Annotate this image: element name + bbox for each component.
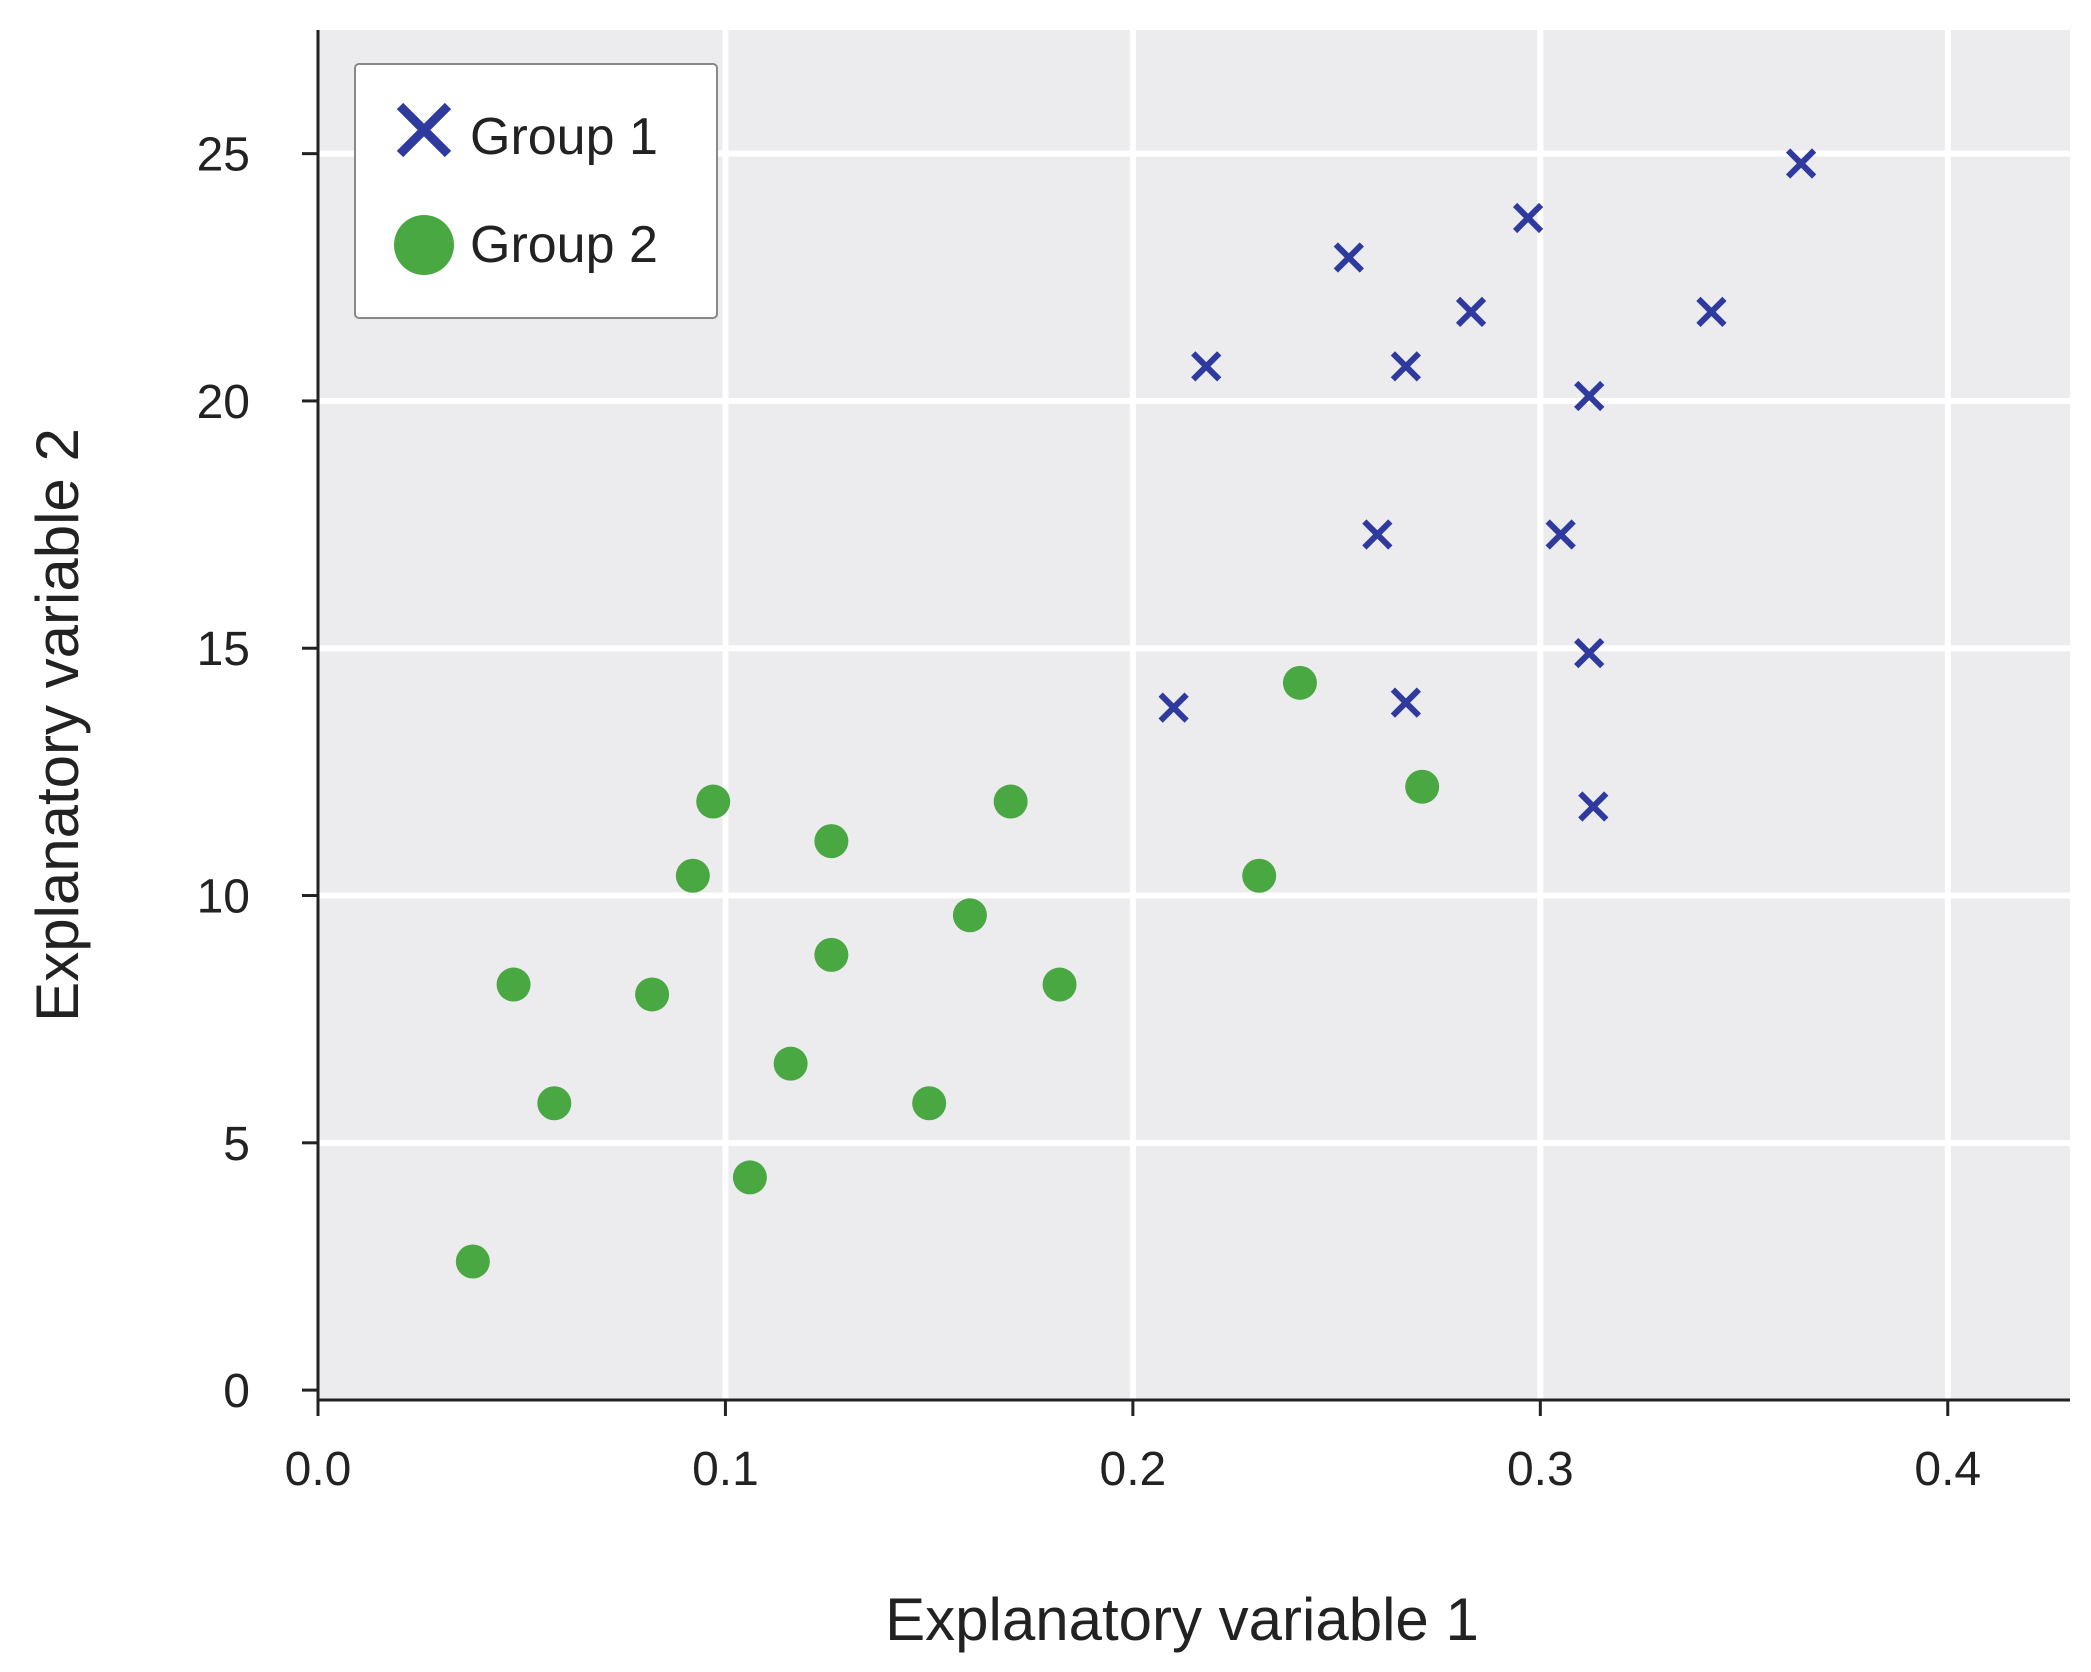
data-point-x (1578, 791, 1609, 822)
data-point-x (1362, 519, 1393, 550)
data-points (455, 148, 1817, 1279)
data-point-x (1191, 351, 1222, 382)
data-point-x (1696, 296, 1727, 328)
data-point-circle (773, 1046, 808, 1081)
data-point-x-stroke (1578, 791, 1609, 822)
y-tick-label: 0 (223, 1365, 250, 1418)
data-point-circle (814, 824, 849, 859)
data-point-x-stroke (1785, 148, 1817, 179)
data-point-circle (537, 1086, 572, 1121)
data-point-circle (455, 1244, 490, 1279)
data-point-x-stroke (1696, 296, 1727, 328)
data-point-x (1545, 519, 1576, 550)
legend-circle-marker (394, 215, 454, 275)
axis-ticks (302, 152, 1950, 1416)
y-tick-label: 20 (197, 376, 250, 429)
data-point-circle (696, 784, 731, 819)
data-point-x (1785, 148, 1817, 179)
data-point-circle (814, 937, 849, 972)
y-tick-label: 5 (223, 1118, 250, 1171)
legend-x-marker-icon (396, 102, 452, 158)
legend-item-group-2: Group 2 (394, 215, 658, 275)
data-point-circle (675, 858, 710, 893)
data-point-x-stroke (1158, 692, 1189, 723)
data-point-x-stroke (1512, 202, 1544, 234)
legend-label-group-2: Group 2 (470, 216, 658, 274)
y-tick-label: 25 (197, 129, 250, 182)
data-point-x-stroke (1574, 638, 1605, 669)
data-point-x-stroke (1574, 380, 1605, 412)
x-tick-label: 0.4 (1914, 1443, 1981, 1496)
data-point-circle (732, 1160, 767, 1195)
y-axis-title: Explanatory variable 2 (24, 428, 91, 1022)
data-point-circle (496, 967, 531, 1002)
data-point-x (1574, 380, 1605, 412)
data-point-x-stroke (1455, 296, 1487, 328)
legend-x-marker (396, 102, 452, 158)
data-point-circle (635, 977, 670, 1012)
y-tick-label: 10 (197, 871, 250, 924)
x-tick-label: 0.3 (1507, 1443, 1574, 1496)
legend-item-group-1: Group 1 (396, 102, 658, 166)
data-point-circle (952, 898, 987, 933)
data-point-x-stroke (1390, 351, 1421, 382)
x-tick-label: 0.1 (692, 1443, 759, 1496)
data-point-circle (1282, 665, 1317, 700)
data-point-x-stroke (1390, 687, 1421, 718)
tick-labels: 0.0 0.1 0.2 0.3 0.4 0 5 10 15 20 25 (197, 129, 1982, 1496)
legend-box (354, 63, 718, 319)
data-point-x (1512, 202, 1544, 234)
data-point-circle (912, 1086, 947, 1121)
legend: Group 1 Group 2 (354, 63, 718, 319)
x-axis-title: Explanatory variable 1 (885, 1586, 1479, 1653)
data-point-x-stroke (1362, 519, 1393, 550)
legend-x-marker-stroke (396, 102, 452, 158)
data-point-circle (1242, 858, 1277, 893)
data-point-x-stroke (1191, 351, 1222, 382)
data-point-circle (1042, 967, 1077, 1002)
x-tick-label: 0.0 (285, 1443, 352, 1496)
data-point-x-stroke (1333, 242, 1364, 273)
data-point-x-stroke (1545, 519, 1576, 550)
data-point-x (1390, 351, 1421, 382)
data-point-circle (993, 784, 1028, 819)
data-point-circle (1405, 769, 1440, 804)
data-point-x (1390, 687, 1421, 718)
legend-circle-marker-icon (394, 215, 454, 275)
data-point-x (1455, 296, 1487, 328)
legend-label-group-1: Group 1 (470, 108, 658, 166)
x-tick-label: 0.2 (1100, 1443, 1167, 1496)
data-point-x (1158, 692, 1189, 723)
axes (316, 30, 2070, 1402)
data-point-x (1574, 638, 1605, 669)
y-tick-label: 15 (197, 623, 250, 676)
data-point-x (1333, 242, 1364, 273)
